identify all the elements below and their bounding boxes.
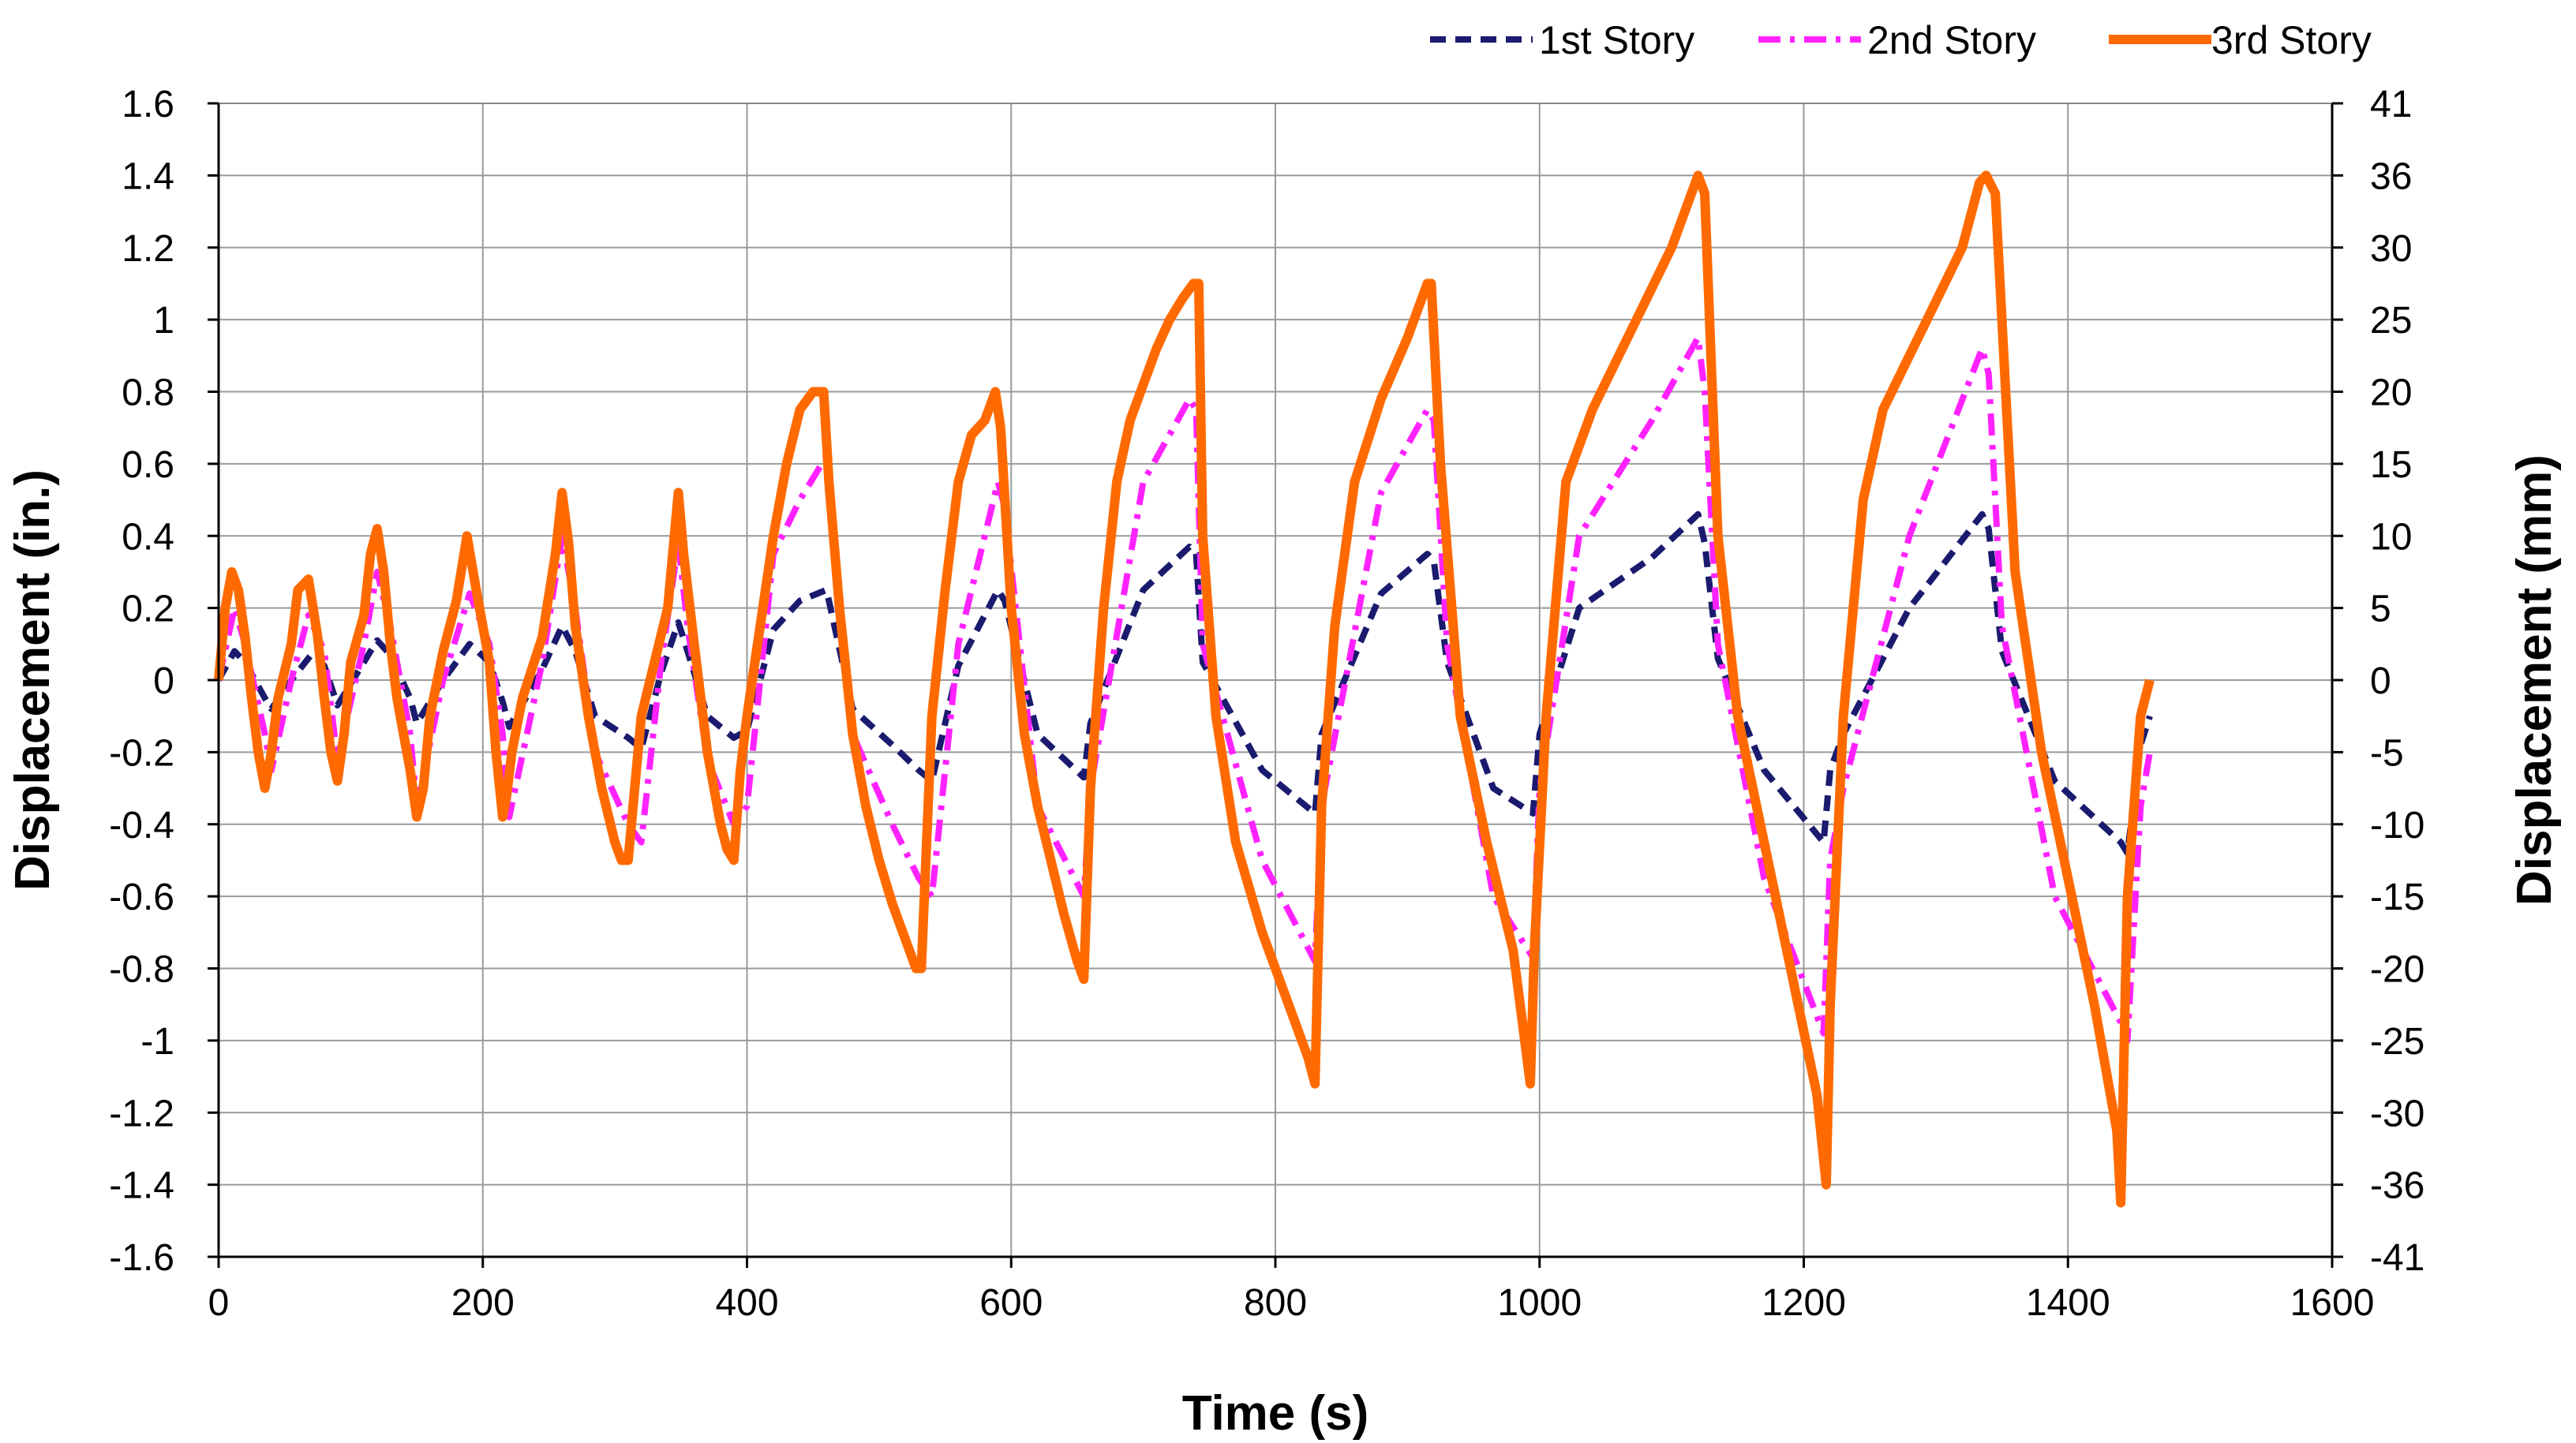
y-tick-label: -1 — [140, 1021, 174, 1063]
x-tick-label: 1000 — [1497, 1282, 1582, 1324]
x-tick-label: 200 — [451, 1282, 515, 1324]
y2-tick-label: 20 — [2370, 372, 2412, 414]
legend-label-3: 3rd Story — [2211, 18, 2372, 62]
y2-tick-label: -36 — [2370, 1165, 2424, 1207]
y2-tick-labels: 41 36 30 25 20 15 10 5 0 -5 -10 -15 -20 -25 -30 -36 -41 — [2332, 84, 2424, 1279]
legend-label-2: 2nd Story — [1867, 18, 2036, 62]
y2-tick-label: -15 — [2370, 877, 2424, 918]
y-tick-label: -1.6 — [109, 1237, 174, 1279]
x-tick-label: 400 — [715, 1282, 778, 1324]
legend: 1st Story 2nd Story 3rd Story — [1430, 18, 2372, 62]
y-tick-label: 0.4 — [122, 516, 174, 558]
x-tick-label: 1600 — [2290, 1282, 2375, 1324]
y2-tick-label: 5 — [2370, 589, 2391, 630]
y-tick-label: -0.2 — [109, 732, 174, 774]
x-tick-label: 1400 — [2026, 1282, 2110, 1324]
y2-axis-title: Displacement (mm) — [2507, 454, 2562, 906]
x-tick-label: 1200 — [1762, 1282, 1846, 1324]
y-tick-label: -0.6 — [109, 877, 174, 918]
y2-tick-label: 41 — [2370, 84, 2412, 125]
y-tick-label: -1.2 — [109, 1093, 174, 1135]
y-tick-label: -0.8 — [109, 949, 174, 991]
legend-label-1: 1st Story — [1539, 18, 1694, 62]
y-tick-label: 0 — [153, 660, 174, 702]
y-tick-label: 1.4 — [122, 155, 174, 197]
y-tick-label: 0.8 — [122, 372, 174, 414]
y2-tick-label: 10 — [2370, 516, 2412, 558]
y-axis-title: Displacement (in.) — [6, 469, 60, 891]
y2-tick-label: -25 — [2370, 1021, 2424, 1063]
x-tick-label: 600 — [979, 1282, 1043, 1324]
y-tick-label: 1.2 — [122, 228, 174, 270]
y-tick-label: 1.6 — [122, 84, 174, 125]
y2-tick-label: 30 — [2370, 228, 2412, 270]
y-tick-label: -0.4 — [109, 805, 174, 847]
y2-tick-label: 36 — [2370, 155, 2412, 197]
y-tick-label: 1 — [153, 300, 174, 342]
y2-tick-label: 25 — [2370, 300, 2412, 342]
y-tick-label: -1.4 — [109, 1165, 174, 1207]
gridlines — [219, 103, 2332, 1257]
x-tick-labels: 0 200 400 600 800 1000 1200 1400 1600 — [208, 1257, 2375, 1324]
x-axis-title: Time (s) — [1182, 1386, 1369, 1441]
y-tick-label: 0.2 — [122, 589, 174, 630]
y2-tick-label: 15 — [2370, 444, 2412, 486]
y2-tick-label: -20 — [2370, 949, 2424, 991]
series-line-3 — [214, 170, 2155, 1208]
series-layer — [214, 170, 2155, 1208]
x-tick-label: 800 — [1244, 1282, 1307, 1324]
series-line-1 — [215, 510, 2153, 857]
y2-tick-label: -30 — [2370, 1093, 2424, 1135]
y2-tick-label: 0 — [2370, 660, 2391, 702]
y-tick-label: 0.6 — [122, 444, 174, 486]
y-tick-labels: 1.6 1.4 1.2 1 0.8 0.6 0.4 0.2 0 -0.2 -0.4 -0.6 -0.8 -… — [109, 84, 219, 1279]
y2-tick-label: -41 — [2370, 1237, 2424, 1279]
y2-tick-label: -5 — [2370, 732, 2404, 774]
x-tick-label: 0 — [208, 1282, 230, 1324]
y2-tick-label: -10 — [2370, 805, 2424, 847]
